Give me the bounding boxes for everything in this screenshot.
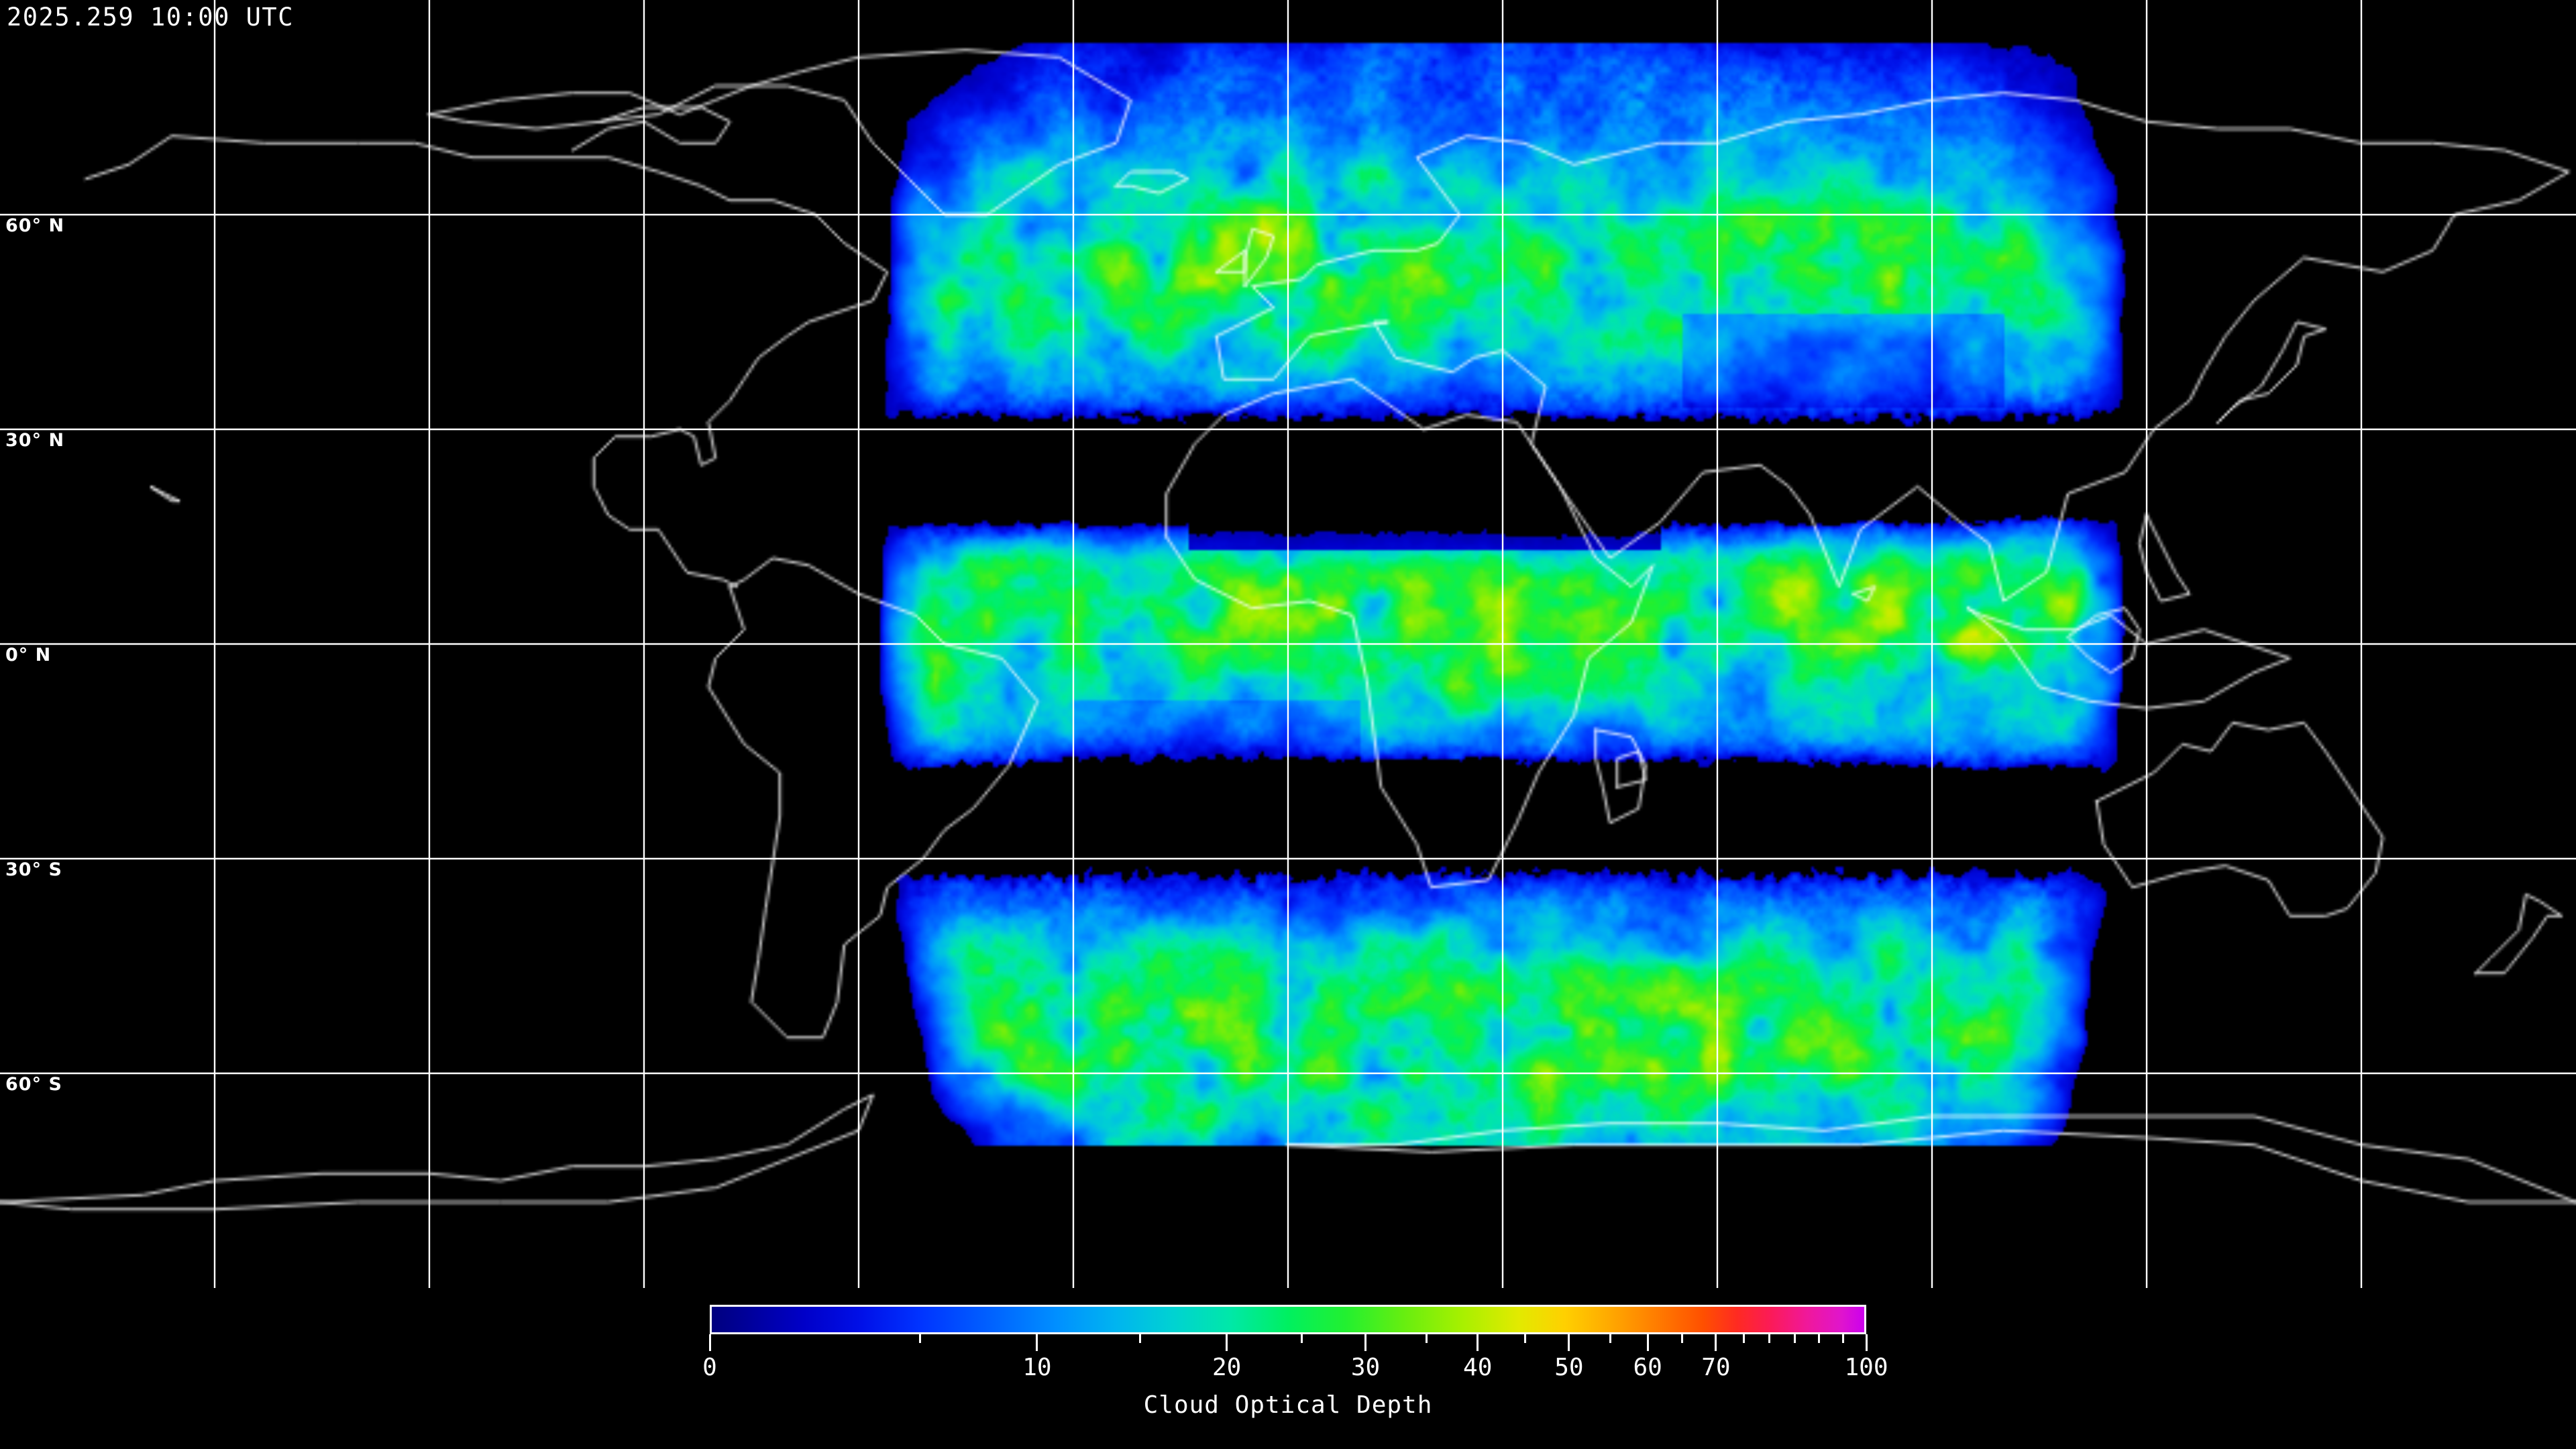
colorbar-minor-tick: [1742, 1334, 1745, 1343]
colorbar-minor-tick: [1609, 1334, 1612, 1343]
colorbar-minor-tick: [1426, 1334, 1428, 1343]
colorbar-tick-label: 10: [1022, 1354, 1052, 1381]
colorbar-major-tick: [1036, 1334, 1038, 1351]
colorbar-tick-label: 0: [702, 1354, 717, 1381]
colorbar-minor-tick: [1793, 1334, 1796, 1343]
colorbar-minor-tick: [1681, 1334, 1684, 1343]
colorbar-tick-label: 20: [1212, 1354, 1242, 1381]
colorbar-major-tick: [1715, 1334, 1717, 1351]
lat-label-60s: 60° S: [5, 1074, 62, 1095]
lat-label-60n: 60° N: [5, 215, 65, 236]
lat-label-30n: 30° N: [5, 430, 65, 451]
colorbar-tick-label: 50: [1554, 1354, 1584, 1381]
colorbar-tick-label: 30: [1350, 1354, 1381, 1381]
global-map-panel[interactable]: 60° N 30° N 0° N 30° S 60° S 2025.259 10…: [0, 0, 2576, 1288]
colorbar-major-tick: [1865, 1334, 1868, 1351]
colorbar-ticks: [702, 1334, 1874, 1354]
colorbar-minor-tick: [1301, 1334, 1303, 1343]
colorbar-tick-label: 70: [1701, 1354, 1731, 1381]
colorbar-minor-tick: [1523, 1334, 1526, 1343]
timestamp-label: 2025.259 10:00 UTC: [7, 3, 294, 32]
colorbar-gradient: [710, 1305, 1866, 1334]
colorbar-major-tick: [1226, 1334, 1228, 1351]
colorbar-major-tick: [1477, 1334, 1479, 1351]
cloud-optical-depth-heatmap[interactable]: [0, 0, 2576, 1288]
colorbar-tick-label: 100: [1844, 1354, 1888, 1381]
colorbar-panel: 0 10 20 30 40 50 60 70 100 Cloud Optical Depth: [0, 1288, 2576, 1449]
colorbar-major-tick: [708, 1334, 711, 1351]
colorbar-minor-tick: [1817, 1334, 1820, 1343]
colorbar-minor-tick: [1842, 1334, 1845, 1343]
lat-label-0: 0° N: [5, 645, 52, 665]
colorbar-major-tick: [1568, 1334, 1570, 1351]
colorbar-minor-tick: [1138, 1334, 1141, 1343]
colorbar-major-tick: [1646, 1334, 1649, 1351]
lat-label-30s: 30° S: [5, 859, 62, 880]
colorbar-major-tick: [1364, 1334, 1366, 1351]
colorbar-minor-tick: [919, 1334, 922, 1343]
colorbar-title: Cloud Optical Depth: [1143, 1391, 1433, 1419]
colorbar-tick-label: 40: [1463, 1354, 1493, 1381]
colorbar-minor-tick: [1768, 1334, 1770, 1343]
colorbar-tick-label: 60: [1633, 1354, 1662, 1381]
colorbar[interactable]: 0 10 20 30 40 50 60 70 100: [702, 1305, 1888, 1381]
